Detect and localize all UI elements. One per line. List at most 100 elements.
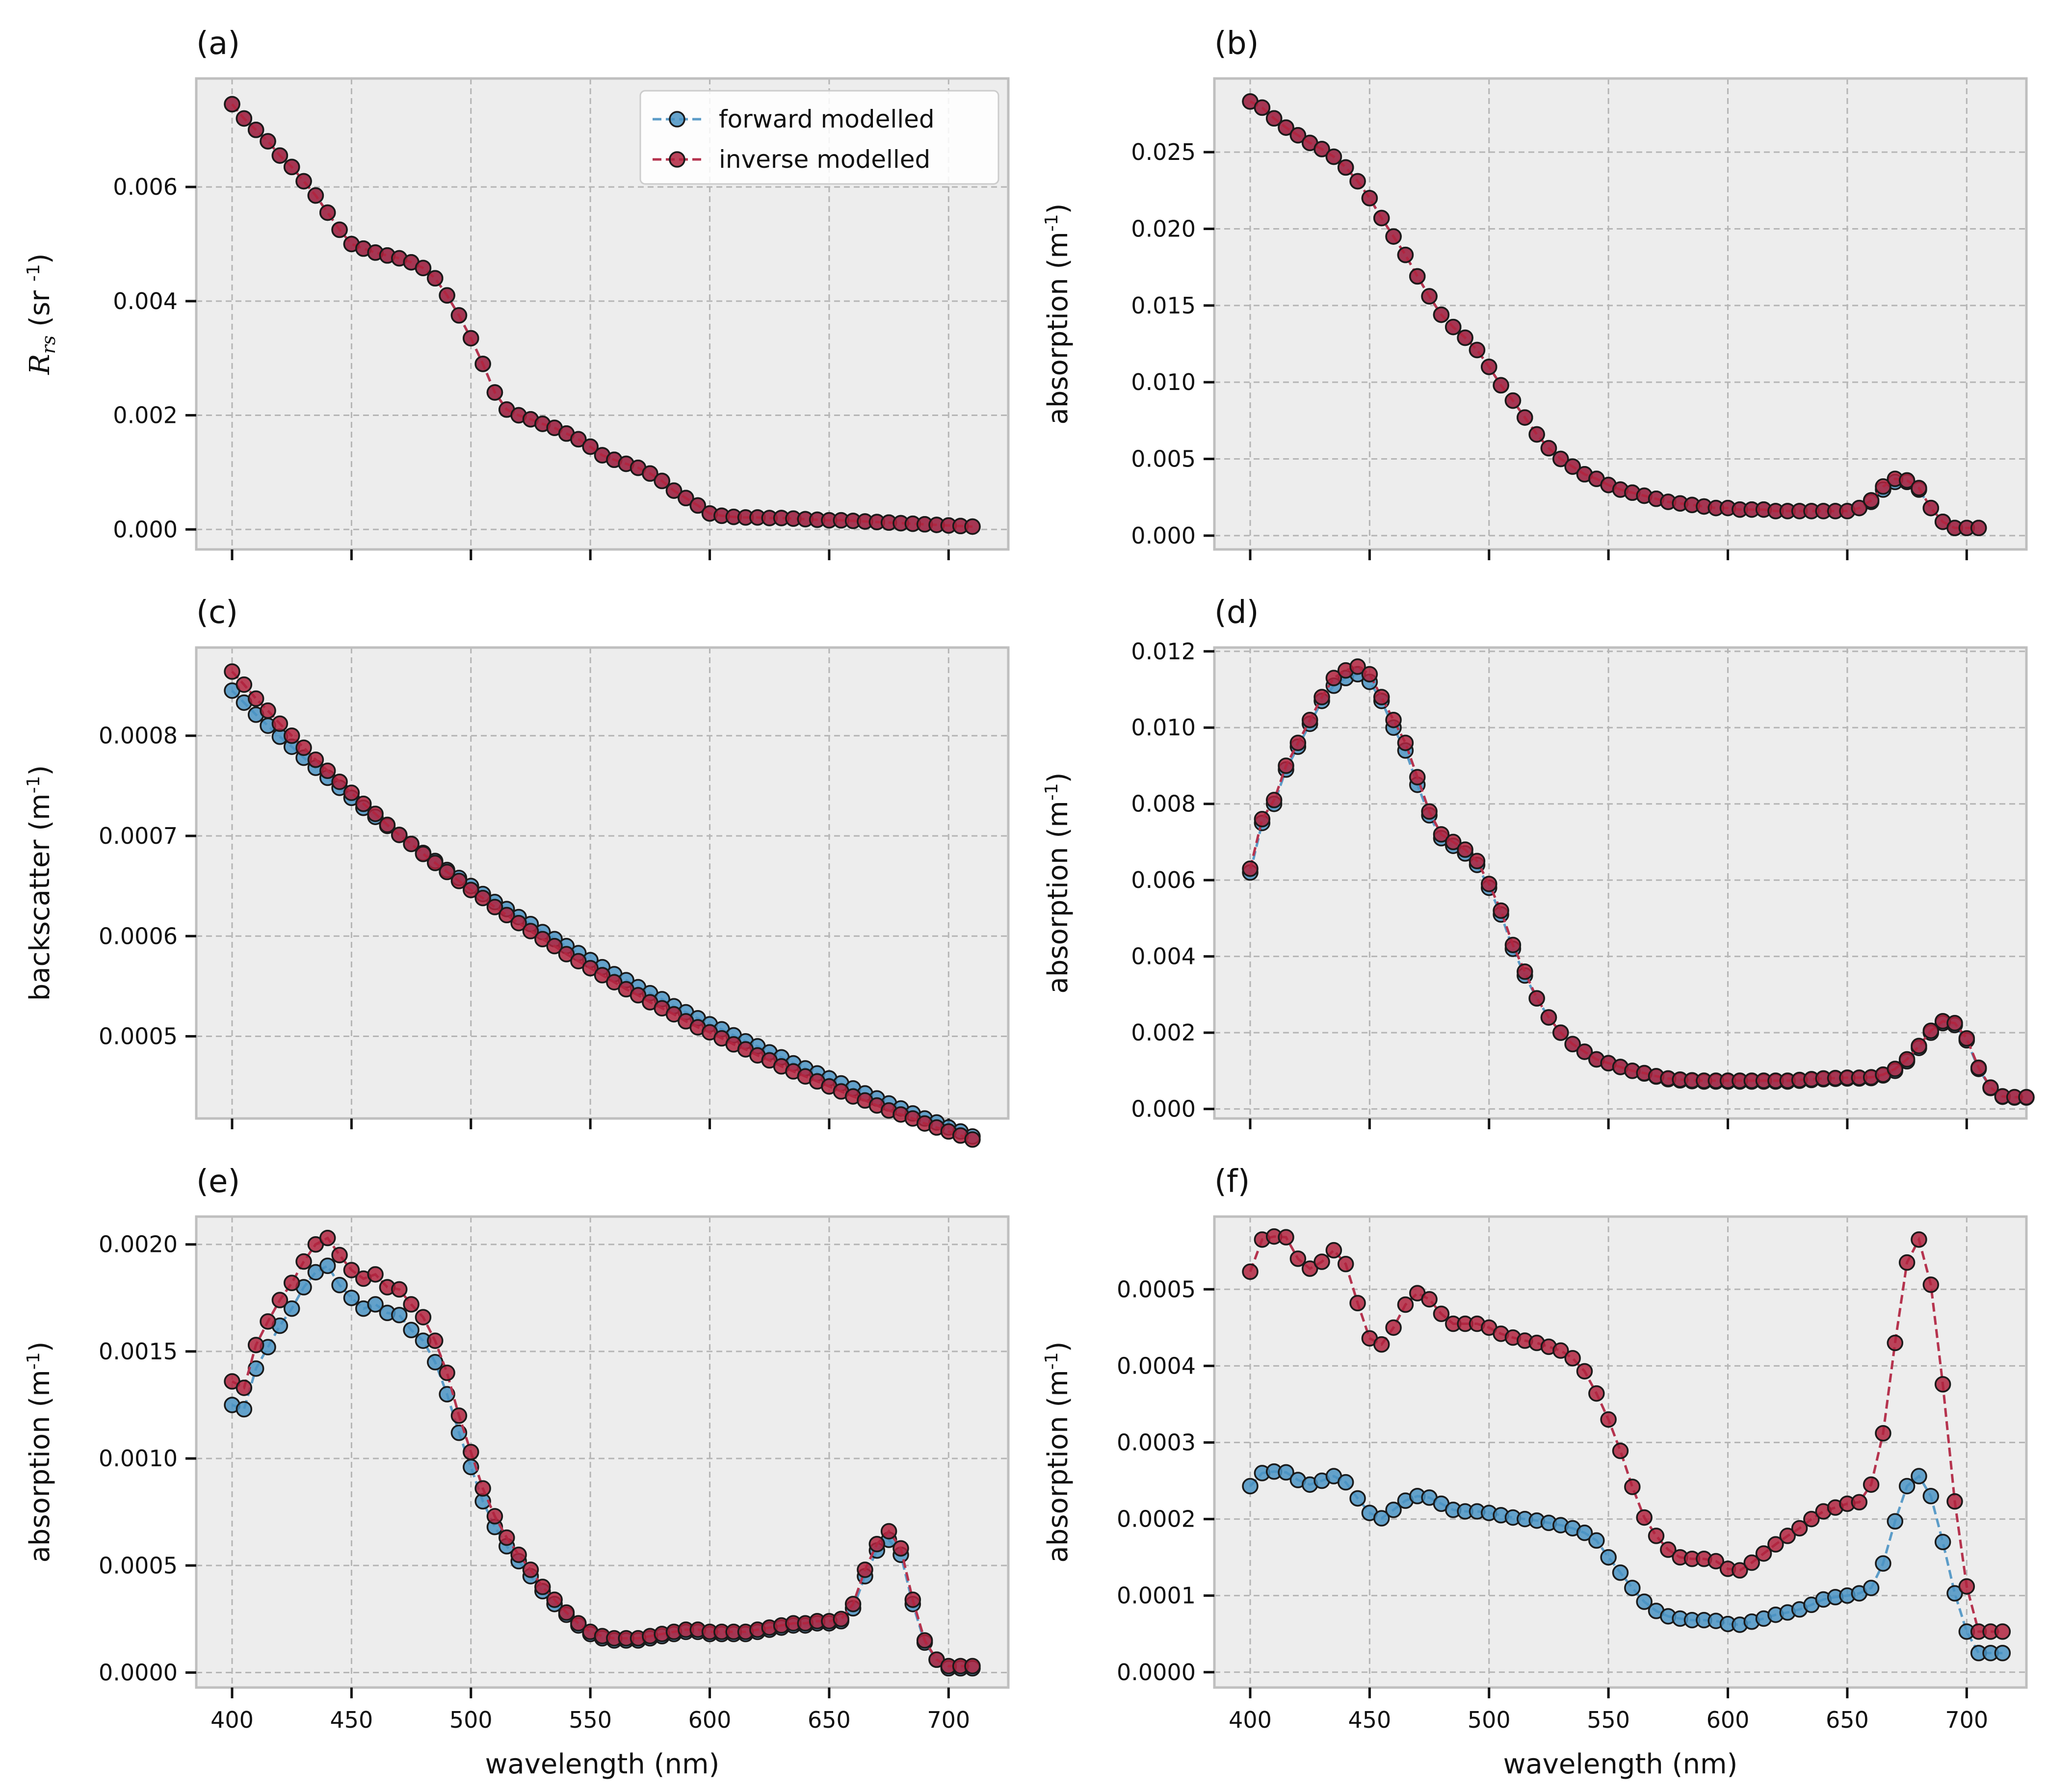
data-point-inverse xyxy=(247,690,264,707)
ylabel-close: ) xyxy=(24,1341,56,1352)
ylabel-superscript: -1 xyxy=(24,776,44,794)
data-point-inverse xyxy=(1732,1562,1748,1579)
data-point-inverse xyxy=(857,1561,873,1578)
data-point-inverse xyxy=(893,1540,909,1557)
x-tick-label: 500 xyxy=(449,1707,493,1733)
data-point-inverse xyxy=(1767,1536,1784,1553)
data-point-inverse xyxy=(499,907,515,924)
data-point-inverse xyxy=(486,1508,503,1525)
data-point-inverse xyxy=(391,827,408,843)
data-point-forward xyxy=(1576,1524,1593,1541)
data-point-inverse xyxy=(343,784,360,801)
data-point-inverse xyxy=(880,1523,897,1540)
data-point-inverse xyxy=(1349,658,1366,675)
data-point-inverse xyxy=(1612,1442,1629,1459)
data-point-inverse xyxy=(1254,99,1271,116)
y-tick-label: 0.0015 xyxy=(99,1338,178,1365)
x-tick-label: 400 xyxy=(210,1707,254,1733)
data-point-forward xyxy=(1994,1645,2011,1662)
panel-label: (b) xyxy=(1214,26,1259,62)
data-point-inverse xyxy=(1600,1411,1617,1428)
y-tick-label: 0.0005 xyxy=(1117,1276,1196,1302)
data-point-inverse xyxy=(403,835,420,853)
panel-e: 400 450 500 550 600 650 700 0.0000 0.0005 0.0010 0… xyxy=(24,1164,1010,1780)
data-point-inverse xyxy=(295,1253,312,1270)
data-point-inverse xyxy=(1265,792,1283,808)
data-point-inverse xyxy=(1588,1385,1605,1402)
x-tick-label: 400 xyxy=(1229,1707,1272,1733)
panel-label: (c) xyxy=(196,595,238,631)
data-point-inverse xyxy=(1481,359,1497,375)
data-point-inverse xyxy=(260,702,276,719)
data-point-inverse xyxy=(1946,1493,1963,1510)
axes-frame xyxy=(195,646,1010,1120)
data-point-inverse xyxy=(403,1296,420,1313)
ylabel-close: ) xyxy=(1042,1341,1074,1352)
axes-frame xyxy=(1213,646,2028,1120)
data-point-inverse xyxy=(271,147,289,164)
data-point-forward xyxy=(247,1360,264,1377)
data-point-inverse xyxy=(1469,341,1486,359)
data-point-forward xyxy=(1385,1502,1402,1518)
data-point-inverse xyxy=(1517,409,1533,426)
plot-area xyxy=(224,1229,981,1677)
data-point-inverse xyxy=(1540,440,1557,457)
data-point-inverse xyxy=(1528,426,1545,443)
data-point-inverse xyxy=(331,773,348,790)
data-point-inverse xyxy=(1564,1350,1581,1367)
data-point-inverse xyxy=(355,795,372,812)
y-tick-label: 0.020 xyxy=(1131,215,1196,242)
data-point-inverse xyxy=(474,1480,491,1497)
y-tick-label: 0.0006 xyxy=(99,923,178,949)
data-point-inverse xyxy=(271,715,289,732)
plot-area xyxy=(1242,658,2035,1106)
y-tick-label: 0.0007 xyxy=(99,823,178,849)
data-point-inverse xyxy=(558,946,575,962)
data-point-inverse xyxy=(247,1337,264,1353)
data-point-inverse xyxy=(1337,1256,1354,1273)
data-point-inverse xyxy=(1242,860,1259,877)
x-tick-label: 700 xyxy=(1945,1707,1988,1733)
ylabel-close: ) xyxy=(1042,203,1074,214)
y-tick-label: 0.0001 xyxy=(1117,1583,1196,1609)
data-point-inverse xyxy=(546,1591,563,1608)
data-point-inverse xyxy=(1707,1553,1724,1570)
data-point-forward xyxy=(1349,1490,1366,1507)
data-point-inverse xyxy=(1887,1334,1904,1351)
data-point-inverse xyxy=(1445,833,1462,851)
y-axis-label: absorption (m-1) xyxy=(24,1341,56,1562)
data-point-inverse xyxy=(844,1596,862,1612)
data-point-forward xyxy=(403,1322,420,1339)
data-point-inverse xyxy=(1636,1509,1653,1526)
data-point-inverse xyxy=(1289,127,1307,144)
data-point-inverse xyxy=(964,518,981,535)
y-tick-label: 0.012 xyxy=(1131,638,1196,665)
data-point-inverse xyxy=(1254,811,1271,828)
y-tick-label: 0.005 xyxy=(1131,446,1196,472)
panel-label: (a) xyxy=(196,26,240,62)
data-point-inverse xyxy=(1349,173,1366,190)
data-point-inverse xyxy=(1982,1079,1999,1096)
data-point-inverse xyxy=(319,204,336,221)
y-tick-label: 0.0005 xyxy=(99,1552,178,1579)
data-point-inverse xyxy=(1325,670,1342,686)
data-point-inverse xyxy=(450,873,468,889)
y-tick-label: 0.0000 xyxy=(99,1659,178,1686)
data-point-inverse xyxy=(630,987,647,1004)
data-point-inverse xyxy=(964,1131,981,1148)
x-tick-label: 600 xyxy=(688,1707,732,1733)
data-point-inverse xyxy=(283,1274,300,1292)
data-point-inverse xyxy=(247,121,264,138)
data-point-inverse xyxy=(1922,499,1940,517)
data-point-inverse xyxy=(1624,1479,1641,1495)
y-tick-label: 0.002 xyxy=(1131,1019,1196,1046)
data-point-forward xyxy=(331,1276,348,1294)
data-point-inverse xyxy=(295,739,312,756)
data-point-inverse xyxy=(1934,1376,1951,1393)
y-tick-label: 0.015 xyxy=(1131,292,1196,319)
data-point-inverse xyxy=(463,330,479,347)
data-point-inverse xyxy=(2018,1089,2035,1106)
data-point-inverse xyxy=(1457,841,1473,858)
data-point-inverse xyxy=(1898,472,1916,489)
data-point-inverse xyxy=(1660,1541,1677,1558)
